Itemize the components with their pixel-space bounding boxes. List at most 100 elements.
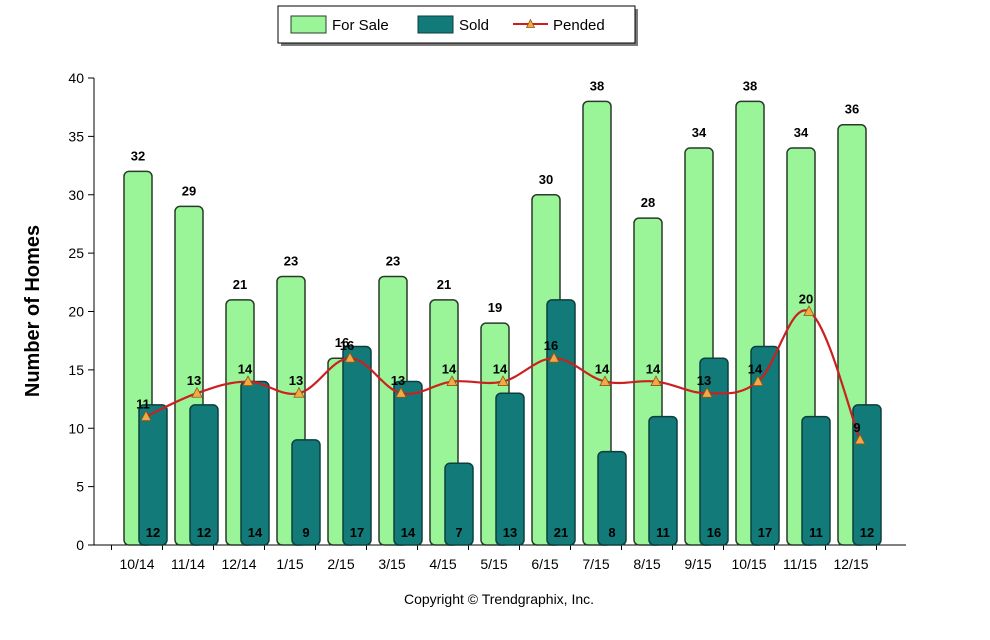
pended-marker — [650, 375, 662, 386]
data-label-pended: 13 — [697, 373, 711, 388]
x-axis: 10/14 11/14 12/14 1/15 2/15 3/15 4/15 5/15 6/15 7… — [94, 544, 906, 572]
data-label-pended: 14 — [238, 362, 253, 377]
legend-marker-pended — [525, 18, 536, 28]
x-tick-label: 10/15 — [731, 556, 766, 572]
data-label-for-sale: 32 — [131, 148, 145, 163]
x-tick-label: 1/15 — [276, 556, 303, 572]
data-label-pended: 16 — [340, 338, 354, 353]
data-label-for-sale: 21 — [233, 277, 247, 292]
data-label-sold: 11 — [809, 525, 823, 540]
pended-marker — [803, 305, 815, 316]
bar-sold — [495, 392, 525, 546]
data-label-sold: 16 — [707, 525, 721, 540]
data-label-sold: 9 — [302, 525, 309, 540]
x-tick-label: 4/15 — [429, 556, 456, 572]
bar-sold — [750, 345, 780, 546]
y-tick-label: 20 — [68, 304, 84, 320]
data-label-sold: 13 — [503, 525, 517, 540]
data-label-sold: 11 — [656, 525, 670, 540]
data-label-pended: 16 — [544, 338, 558, 353]
data-label-for-sale: 16 — [335, 335, 349, 350]
pended-line — [145, 309, 862, 441]
data-label-for-sale: 19 — [488, 300, 502, 315]
data-label-sold: 8 — [608, 525, 615, 540]
data-label-for-sale: 34 — [794, 125, 809, 140]
data-label-for-sale: 38 — [590, 78, 604, 93]
pended-marker — [548, 351, 560, 363]
bar-sold — [801, 415, 831, 546]
legend-label-sold: Sold — [459, 17, 489, 34]
data-label-pended: 14 — [442, 362, 457, 377]
pended-marker — [599, 375, 611, 386]
pended-marker — [701, 386, 713, 398]
data-label-pended: 20 — [799, 292, 813, 307]
pended-line-group — [140, 305, 866, 445]
y-axis-title: Number of Homes — [22, 225, 44, 397]
y-tick-label: 40 — [68, 70, 84, 86]
pended-marker — [242, 375, 254, 386]
data-label-pended: 13 — [391, 373, 405, 388]
y-axis: 0 5 10 15 20 25 30 35 40 — [68, 70, 95, 553]
data-label-pended: 13 — [187, 373, 201, 388]
bar-sold — [648, 415, 678, 546]
legend-label-pended: Pended — [553, 17, 605, 34]
data-label-sold: 12 — [197, 525, 211, 540]
bar-sold — [444, 462, 474, 546]
pended-marker — [293, 386, 305, 398]
data-label-for-sale: 21 — [437, 277, 451, 292]
data-label-for-sale: 30 — [539, 172, 553, 187]
legend: For Sale Sold Pended — [277, 5, 638, 46]
data-label-sold: 17 — [350, 525, 364, 540]
data-label-pended: 9 — [853, 420, 860, 435]
pended-marker — [854, 433, 866, 445]
legend-swatch-for-sale — [290, 15, 327, 34]
pended-marker — [191, 386, 203, 398]
x-tick-label: 2/15 — [327, 556, 354, 572]
pended-marker — [497, 375, 509, 386]
data-label-for-sale: 28 — [641, 195, 655, 210]
x-tick-label: 9/15 — [684, 556, 711, 572]
x-tick-label: 12/14 — [221, 556, 256, 572]
bar-sold — [342, 345, 372, 546]
data-label-sold: 12 — [146, 525, 160, 540]
data-label-pended: 14 — [493, 362, 508, 377]
pended-marker — [752, 375, 764, 386]
pended-marker — [446, 375, 458, 386]
y-tick-label: 10 — [68, 420, 84, 436]
pended-marker — [140, 410, 152, 421]
bar-sold — [597, 450, 627, 546]
bars — [123, 100, 882, 546]
x-tick-label: 7/15 — [582, 556, 609, 572]
bar-sold — [240, 380, 270, 546]
bar-sold — [291, 439, 321, 546]
bar-sold — [546, 299, 576, 546]
bar-sold — [138, 404, 168, 546]
y-tick-label: 5 — [76, 479, 84, 495]
data-label-sold: 14 — [248, 525, 263, 540]
data-labels: 32 29 21 23 16 23 21 19 30 38 28 34 38 34 36 12 12 14 9 17 1… — [131, 78, 874, 540]
x-tick-label: 11/14 — [171, 556, 205, 572]
data-label-sold: 17 — [758, 525, 772, 540]
data-label-pended: 13 — [289, 373, 303, 388]
x-tick-label: 8/15 — [633, 556, 660, 572]
x-tick-label: 5/15 — [480, 556, 507, 572]
y-tick-label: 15 — [68, 362, 84, 378]
bar-sold — [393, 380, 423, 546]
legend-box — [277, 5, 636, 44]
x-tick-label: 11/15 — [783, 556, 817, 572]
data-label-for-sale: 23 — [386, 253, 400, 268]
x-tick-label: 3/15 — [378, 556, 405, 572]
legend-swatch-sold — [417, 15, 454, 34]
y-tick-label: 25 — [68, 245, 84, 261]
data-label-for-sale: 23 — [284, 253, 298, 268]
data-label-pended: 14 — [748, 362, 763, 377]
pended-marker — [395, 386, 407, 398]
data-label-sold: 14 — [401, 525, 416, 540]
copyright-text: Copyright © Trendgraphix, Inc. — [404, 591, 594, 607]
data-label-for-sale: 29 — [182, 183, 196, 198]
y-tick-label: 35 — [68, 128, 84, 144]
data-label-for-sale: 34 — [692, 125, 707, 140]
x-tick-label: 10/14 — [119, 556, 154, 572]
legend-label-for-sale: For Sale — [332, 17, 389, 34]
